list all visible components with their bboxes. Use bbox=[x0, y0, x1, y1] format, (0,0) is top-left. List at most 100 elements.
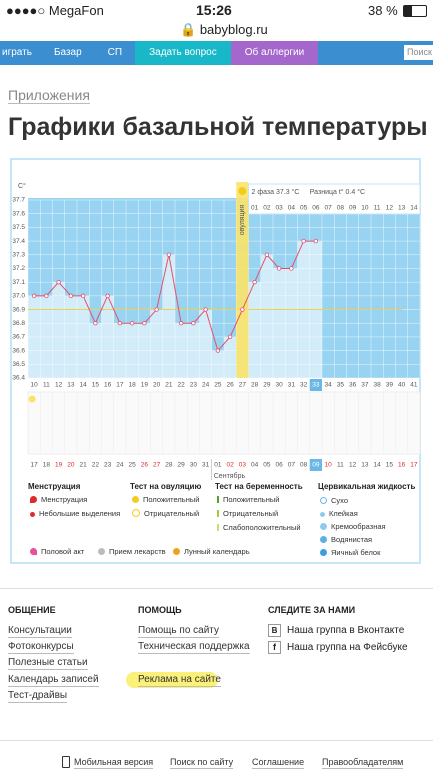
temperature-point bbox=[31, 293, 37, 299]
bar bbox=[248, 282, 261, 378]
date-label: 07 bbox=[288, 462, 296, 469]
temperature-point bbox=[276, 266, 282, 271]
date-label: 22 bbox=[92, 462, 100, 469]
marker bbox=[28, 395, 36, 403]
date-label: 09 bbox=[312, 462, 320, 469]
phase-label: 2 фаза 37.3 °C bbox=[252, 188, 300, 196]
y-tick-label: 36.9 bbox=[12, 306, 25, 313]
legend-item: Половой акт bbox=[41, 547, 85, 556]
search-box[interactable]: Поиск bbox=[404, 45, 433, 60]
date-label: 27 bbox=[153, 462, 161, 469]
date-label: 21 bbox=[80, 462, 88, 469]
temperature-point bbox=[301, 238, 306, 244]
date-label: 31 bbox=[202, 462, 210, 469]
footer-link[interactable]: Помощь по сайту bbox=[138, 625, 219, 638]
x-tick-label: 35 bbox=[337, 382, 345, 389]
bar bbox=[162, 254, 175, 378]
x-tick-label: 11 bbox=[43, 382, 50, 389]
footer-link[interactable]: Наша группа в Вконтакте bbox=[287, 625, 405, 636]
breadcrumb[interactable]: Приложения bbox=[8, 87, 90, 104]
x-tick-label: 28 bbox=[251, 382, 259, 389]
url-bar[interactable]: 🔒 babyblog.ru bbox=[180, 22, 268, 37]
x-tick-label: 41 bbox=[410, 382, 418, 389]
temperature-point bbox=[227, 334, 233, 340]
legend-item: Слабоположительный bbox=[223, 523, 301, 532]
legend-item: Лунный календарь bbox=[184, 547, 250, 556]
footer-link[interactable]: Реклама на сайте bbox=[138, 674, 221, 687]
phase-day: 05 bbox=[300, 205, 308, 212]
fb-icon: f bbox=[268, 641, 281, 654]
x-tick-label: 13 bbox=[67, 382, 75, 389]
footer-link[interactable]: Консультации bbox=[8, 625, 72, 638]
battery-icon bbox=[403, 5, 427, 17]
phase-day: 11 bbox=[374, 205, 381, 212]
x-tick-label: 30 bbox=[276, 382, 284, 389]
nav-item[interactable]: Базар bbox=[53, 47, 82, 58]
nav-item[interactable]: Задать вопрос bbox=[135, 41, 231, 65]
footer-link[interactable]: Полезные статьи bbox=[8, 657, 88, 670]
phase-day: 09 bbox=[349, 205, 357, 212]
y-tick-label: 37.5 bbox=[12, 224, 25, 231]
footer-link[interactable]: Техническая поддержка bbox=[138, 641, 250, 654]
temperature-point bbox=[129, 321, 135, 326]
date-label: 30 bbox=[190, 462, 198, 469]
nav-item[interactable]: Об аллергии bbox=[230, 41, 319, 65]
legend-item: Отрицательный bbox=[144, 509, 200, 518]
legend-title: Цервикальная жидкость bbox=[318, 482, 416, 491]
footer-link[interactable]: Календарь записей bbox=[8, 674, 99, 687]
nav-item[interactable]: играть bbox=[2, 47, 32, 58]
temperature-point bbox=[203, 307, 208, 312]
footer-link[interactable]: Наша группа на Фейсбуке bbox=[287, 642, 408, 653]
footer-link[interactable]: Мобильная версия bbox=[74, 757, 154, 769]
legend-item: Кремообразная bbox=[331, 522, 386, 531]
phase-day: 14 bbox=[410, 205, 418, 212]
x-tick-label: 39 bbox=[386, 382, 394, 389]
phase-header bbox=[248, 183, 421, 215]
date-label: 14 bbox=[374, 462, 382, 469]
y-tick-label: 37.4 bbox=[12, 238, 25, 245]
temperature-point bbox=[252, 279, 257, 285]
date-label: 25 bbox=[129, 462, 137, 469]
footer-link[interactable]: Соглашение bbox=[252, 757, 305, 769]
legend-item: Менструация bbox=[41, 495, 88, 504]
date-label: 24 bbox=[116, 462, 124, 469]
divider bbox=[0, 740, 433, 741]
temperature-point bbox=[154, 307, 159, 312]
date-label: 29 bbox=[178, 462, 186, 469]
x-tick-label: 29 bbox=[263, 382, 271, 389]
temperature-point bbox=[215, 348, 221, 353]
temperature-point bbox=[313, 238, 319, 244]
footer-link[interactable]: Фотоконкурсы bbox=[8, 641, 74, 654]
status-battery: 38 % bbox=[368, 3, 398, 18]
date-label: 18 bbox=[43, 462, 51, 469]
phone-icon bbox=[62, 756, 70, 768]
phase-day: 01 bbox=[251, 205, 259, 212]
temperature-point bbox=[105, 293, 110, 299]
temperature-point bbox=[44, 293, 49, 299]
y-axis-label: C° bbox=[18, 182, 26, 190]
temperature-point bbox=[93, 321, 98, 326]
legend-title: Тест на беременность bbox=[215, 482, 303, 491]
date-label: 17 bbox=[31, 462, 39, 469]
date-label: 13 bbox=[361, 462, 369, 469]
phase-day: 03 bbox=[276, 205, 284, 212]
footer-link[interactable]: Правообладателям bbox=[322, 757, 404, 769]
x-tick-label: 22 bbox=[178, 382, 186, 389]
legend-item: Клейкая bbox=[329, 509, 358, 518]
nav-item[interactable]: СП bbox=[107, 47, 123, 58]
legend-item: Небольшие выделения bbox=[39, 509, 121, 518]
x-tick-label: 21 bbox=[165, 382, 173, 389]
date-label: 08 bbox=[300, 462, 308, 469]
temperature-point bbox=[56, 279, 61, 285]
date-label: 19 bbox=[55, 462, 63, 469]
date-label: 11 bbox=[337, 462, 344, 469]
footer-link[interactable]: Тест-драйвы bbox=[8, 690, 68, 703]
date-label: 26 bbox=[141, 462, 149, 469]
temperature-point bbox=[80, 293, 86, 299]
temperature-point bbox=[117, 321, 123, 326]
date-label: 12 bbox=[349, 462, 357, 469]
footer-link[interactable]: Поиск по сайту bbox=[170, 757, 234, 769]
vk-icon: B bbox=[268, 624, 281, 637]
legend-title: Менструация bbox=[28, 482, 81, 491]
x-tick-label: 10 bbox=[31, 382, 39, 389]
